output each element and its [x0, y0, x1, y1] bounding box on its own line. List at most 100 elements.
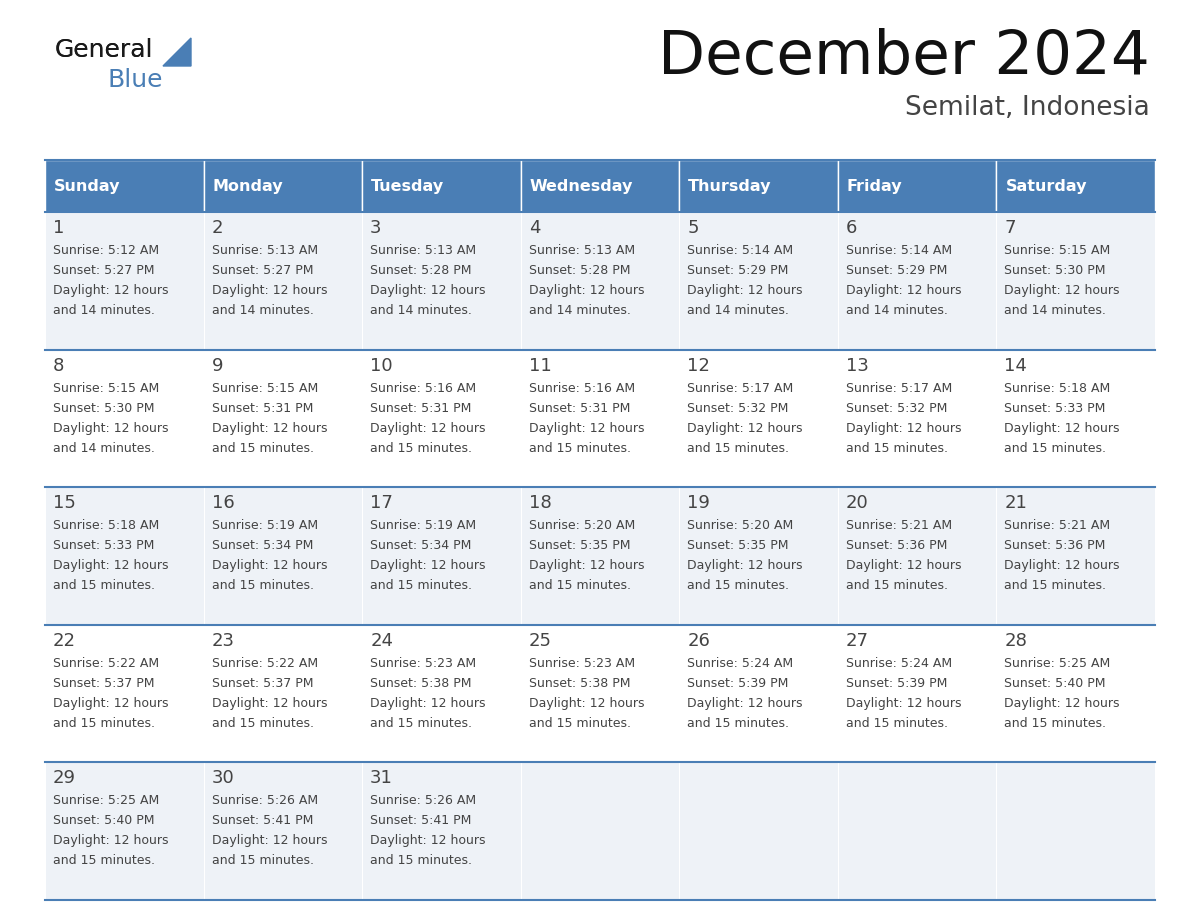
Bar	[362, 212, 520, 350]
Text: 31: 31	[371, 769, 393, 788]
Text: Sunset: 5:30 PM: Sunset: 5:30 PM	[53, 401, 154, 415]
Text: Sunrise: 5:17 AM: Sunrise: 5:17 AM	[688, 382, 794, 395]
Text: Daylight: 12 hours: Daylight: 12 hours	[688, 421, 803, 434]
Text: 14: 14	[1004, 356, 1028, 375]
Text: and 15 minutes.: and 15 minutes.	[53, 717, 154, 730]
Text: Daylight: 12 hours: Daylight: 12 hours	[846, 697, 961, 710]
Text: Sunrise: 5:13 AM: Sunrise: 5:13 AM	[529, 244, 634, 257]
Text: Daylight: 12 hours: Daylight: 12 hours	[1004, 421, 1120, 434]
Bar	[838, 212, 997, 350]
Text: Daylight: 12 hours: Daylight: 12 hours	[529, 284, 644, 297]
Text: Sunrise: 5:25 AM: Sunrise: 5:25 AM	[1004, 656, 1111, 670]
Bar	[520, 350, 680, 487]
Text: Wednesday: Wednesday	[530, 178, 633, 194]
Text: 23: 23	[211, 632, 234, 650]
Text: Sunrise: 5:22 AM: Sunrise: 5:22 AM	[211, 656, 317, 670]
Text: Tuesday: Tuesday	[371, 178, 444, 194]
Text: Sunrise: 5:25 AM: Sunrise: 5:25 AM	[53, 794, 159, 808]
Text: Daylight: 12 hours: Daylight: 12 hours	[53, 559, 169, 572]
Text: 30: 30	[211, 769, 234, 788]
Bar	[838, 350, 997, 487]
Text: and 15 minutes.: and 15 minutes.	[371, 579, 472, 592]
Text: Sunset: 5:31 PM: Sunset: 5:31 PM	[371, 401, 472, 415]
Text: Sunrise: 5:19 AM: Sunrise: 5:19 AM	[371, 520, 476, 532]
Text: and 15 minutes.: and 15 minutes.	[688, 579, 789, 592]
Bar	[680, 160, 838, 212]
Text: Sunset: 5:32 PM: Sunset: 5:32 PM	[846, 401, 947, 415]
Text: and 15 minutes.: and 15 minutes.	[846, 717, 948, 730]
Bar	[838, 625, 997, 763]
Text: Daylight: 12 hours: Daylight: 12 hours	[529, 559, 644, 572]
Text: Daylight: 12 hours: Daylight: 12 hours	[371, 284, 486, 297]
Text: 27: 27	[846, 632, 868, 650]
Text: Sunrise: 5:23 AM: Sunrise: 5:23 AM	[529, 656, 634, 670]
Bar	[997, 350, 1155, 487]
Text: Sunset: 5:27 PM: Sunset: 5:27 PM	[211, 264, 314, 277]
Text: Sunrise: 5:15 AM: Sunrise: 5:15 AM	[211, 382, 318, 395]
Bar	[45, 763, 203, 900]
Text: Sunrise: 5:16 AM: Sunrise: 5:16 AM	[371, 382, 476, 395]
Bar	[838, 487, 997, 625]
Bar	[362, 487, 520, 625]
Text: 29: 29	[53, 769, 76, 788]
Text: and 15 minutes.: and 15 minutes.	[1004, 717, 1106, 730]
Text: 20: 20	[846, 494, 868, 512]
Bar	[45, 212, 203, 350]
Bar	[680, 487, 838, 625]
Text: Daylight: 12 hours: Daylight: 12 hours	[529, 697, 644, 710]
Text: Sunrise: 5:13 AM: Sunrise: 5:13 AM	[371, 244, 476, 257]
Text: Sunset: 5:39 PM: Sunset: 5:39 PM	[688, 677, 789, 689]
Bar	[520, 487, 680, 625]
Text: Sunrise: 5:12 AM: Sunrise: 5:12 AM	[53, 244, 159, 257]
Text: 25: 25	[529, 632, 551, 650]
Text: Sunset: 5:37 PM: Sunset: 5:37 PM	[211, 677, 314, 689]
Text: Sunday: Sunday	[53, 178, 120, 194]
Text: Sunrise: 5:18 AM: Sunrise: 5:18 AM	[53, 520, 159, 532]
Text: Daylight: 12 hours: Daylight: 12 hours	[688, 559, 803, 572]
Text: Monday: Monday	[213, 178, 283, 194]
Bar	[680, 350, 838, 487]
Bar	[838, 763, 997, 900]
Text: 6: 6	[846, 219, 858, 237]
Text: and 15 minutes.: and 15 minutes.	[688, 717, 789, 730]
Text: Daylight: 12 hours: Daylight: 12 hours	[1004, 559, 1120, 572]
Bar	[203, 212, 362, 350]
Bar	[997, 625, 1155, 763]
Text: 2: 2	[211, 219, 223, 237]
Text: Daylight: 12 hours: Daylight: 12 hours	[371, 421, 486, 434]
Text: 22: 22	[53, 632, 76, 650]
Text: Sunrise: 5:22 AM: Sunrise: 5:22 AM	[53, 656, 159, 670]
Text: Daylight: 12 hours: Daylight: 12 hours	[688, 284, 803, 297]
Text: Sunset: 5:32 PM: Sunset: 5:32 PM	[688, 401, 789, 415]
Bar	[45, 487, 203, 625]
Text: 28: 28	[1004, 632, 1028, 650]
Text: Sunset: 5:28 PM: Sunset: 5:28 PM	[529, 264, 630, 277]
Bar	[362, 625, 520, 763]
Text: Daylight: 12 hours: Daylight: 12 hours	[371, 834, 486, 847]
Text: Daylight: 12 hours: Daylight: 12 hours	[846, 284, 961, 297]
Text: and 15 minutes.: and 15 minutes.	[529, 717, 631, 730]
Text: and 15 minutes.: and 15 minutes.	[53, 579, 154, 592]
Text: Sunset: 5:35 PM: Sunset: 5:35 PM	[688, 539, 789, 553]
Text: Sunrise: 5:18 AM: Sunrise: 5:18 AM	[1004, 382, 1111, 395]
Text: Sunrise: 5:20 AM: Sunrise: 5:20 AM	[529, 520, 634, 532]
Text: Sunrise: 5:14 AM: Sunrise: 5:14 AM	[688, 244, 794, 257]
Text: Sunset: 5:39 PM: Sunset: 5:39 PM	[846, 677, 947, 689]
Bar	[203, 160, 362, 212]
Text: Sunrise: 5:15 AM: Sunrise: 5:15 AM	[53, 382, 159, 395]
Bar	[362, 763, 520, 900]
Text: Sunset: 5:29 PM: Sunset: 5:29 PM	[846, 264, 947, 277]
Text: and 15 minutes.: and 15 minutes.	[371, 855, 472, 868]
Text: and 15 minutes.: and 15 minutes.	[529, 442, 631, 454]
Text: and 15 minutes.: and 15 minutes.	[846, 442, 948, 454]
Text: Sunset: 5:34 PM: Sunset: 5:34 PM	[371, 539, 472, 553]
Text: Daylight: 12 hours: Daylight: 12 hours	[688, 697, 803, 710]
Text: Sunrise: 5:26 AM: Sunrise: 5:26 AM	[211, 794, 317, 808]
Text: Sunset: 5:31 PM: Sunset: 5:31 PM	[529, 401, 630, 415]
Text: General: General	[55, 38, 153, 62]
Text: and 15 minutes.: and 15 minutes.	[1004, 579, 1106, 592]
Text: Daylight: 12 hours: Daylight: 12 hours	[211, 834, 327, 847]
Text: 12: 12	[688, 356, 710, 375]
Text: Daylight: 12 hours: Daylight: 12 hours	[846, 421, 961, 434]
Bar	[997, 160, 1155, 212]
